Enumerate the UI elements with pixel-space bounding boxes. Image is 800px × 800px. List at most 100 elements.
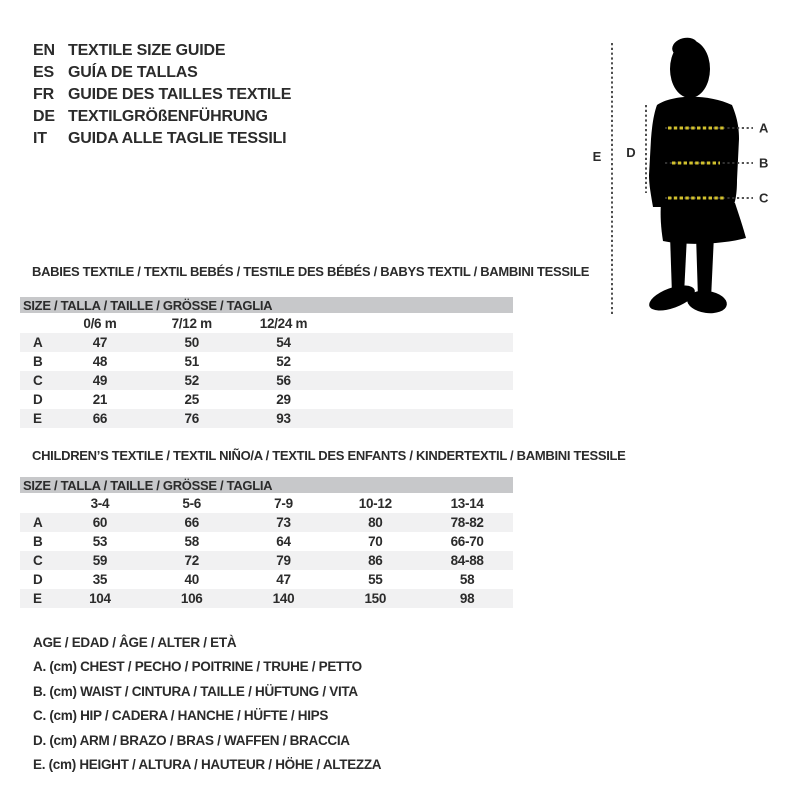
children-value-cell: 78-82 <box>450 515 484 530</box>
child-silhouette-icon <box>649 37 746 314</box>
babies-column-header-row: 0/6 m 7/12 m 12/24 m <box>20 313 513 333</box>
language-code: DE <box>33 108 55 125</box>
babies-value-cell: 21 <box>92 392 108 407</box>
babies-size-table: SIZE / TALLA / TAILLE / GRÖSSE / TAGLIA 0… <box>20 297 513 428</box>
children-table-row: E 104 106 140 150 98 <box>20 589 513 608</box>
children-row-label: E <box>33 591 42 606</box>
babies-table-title: BABIES TEXTILE / TEXTIL BEBÉS / TESTILE … <box>32 264 590 279</box>
babies-row-label: B <box>33 354 43 369</box>
legend-line: D. (cm) ARM / BRAZO / BRAS / WAFFEN / BR… <box>33 732 350 748</box>
language-label: GUÍA DE TALLAS <box>68 64 198 81</box>
measure-label-c: C <box>759 191 769 206</box>
children-value-cell: 35 <box>92 572 108 587</box>
babies-row-label: D <box>33 392 43 407</box>
babies-value-cell: 25 <box>184 392 199 407</box>
babies-value-cell: 50 <box>184 335 199 350</box>
language-code: ES <box>33 64 54 81</box>
language-row: FR GUIDE DES TAILLES TEXTILE <box>33 84 291 106</box>
legend-line: B. (cm) WAIST / CINTURA / TAILLE / HÜFTU… <box>33 683 358 699</box>
children-value-cell: 66 <box>184 515 199 530</box>
babies-value-cell: 93 <box>276 411 291 426</box>
language-label: GUIDA ALLE TAGLIE TESSILI <box>68 130 287 147</box>
babies-row-label: E <box>33 411 42 426</box>
children-value-cell: 98 <box>459 591 475 606</box>
babies-column-header: 7/12 m <box>171 315 213 331</box>
babies-table-row: B 48 51 52 <box>20 352 513 371</box>
language-row: ES GUÍA DE TALLAS <box>33 62 291 84</box>
children-value-cell: 73 <box>276 515 291 530</box>
language-code: FR <box>33 86 54 103</box>
children-value-cell: 150 <box>364 591 387 606</box>
legend-line: C. (cm) HIP / CADERA / HANCHE / HÜFTE / … <box>33 708 329 724</box>
children-value-cell: 70 <box>368 534 383 549</box>
babies-table-row: C 49 52 56 <box>20 371 513 390</box>
children-value-cell: 60 <box>92 515 108 530</box>
babies-value-cell: 47 <box>92 335 108 350</box>
babies-value-cell: 66 <box>92 411 108 426</box>
language-row: IT GUIDA ALLE TAGLIE TESSILI <box>33 128 291 150</box>
language-row: EN TEXTILE SIZE GUIDE <box>33 40 291 62</box>
babies-value-cell: 52 <box>276 354 291 369</box>
children-value-cell: 66-70 <box>450 534 484 549</box>
children-value-cell: 64 <box>276 534 291 549</box>
language-label: TEXTILE SIZE GUIDE <box>68 42 226 59</box>
children-value-cell: 47 <box>276 572 291 587</box>
babies-size-header-bar: SIZE / TALLA / TAILLE / GRÖSSE / TAGLIA <box>20 297 513 313</box>
children-table-row: B 53 58 64 70 66-70 <box>20 532 513 551</box>
language-code: EN <box>33 42 55 59</box>
legend-line: E. (cm) HEIGHT / ALTURA / HAUTEUR / HÖHE… <box>33 757 382 773</box>
children-row-label: B <box>33 534 43 549</box>
babies-value-cell: 54 <box>276 335 291 350</box>
children-size-header-bar: SIZE / TALLA / TAILLE / GRÖSSE / TAGLIA <box>20 477 513 493</box>
children-table-row: A 60 66 73 80 78-82 <box>20 513 513 532</box>
children-column-header: 13-14 <box>450 495 484 511</box>
children-value-cell: 55 <box>368 572 383 587</box>
children-row-label: D <box>33 572 43 587</box>
measure-label-a: A <box>759 121 769 136</box>
language-label: TEXTILGRÖßENFÜHRUNG <box>68 108 268 125</box>
children-column-header-row: 3-4 5-6 7-9 10-12 13-14 <box>20 493 513 513</box>
babies-row-label: A <box>33 335 43 350</box>
children-column-header: 3-4 <box>90 495 110 511</box>
children-value-cell: 59 <box>92 553 108 568</box>
babies-column-header: 12/24 m <box>259 315 308 331</box>
measure-label-b: B <box>759 156 768 171</box>
children-value-cell: 86 <box>368 553 383 568</box>
children-table-title: CHILDREN’S TEXTILE / TEXTIL NIÑO/A / TEX… <box>32 448 626 463</box>
language-label: GUIDE DES TAILLES TEXTILE <box>68 86 292 103</box>
measure-label-d: D <box>626 145 635 160</box>
children-table-row: D 35 40 47 55 58 <box>20 570 513 589</box>
measurement-legend: AGE / EDAD / ÂGE / ALTER / ETÀ A. (cm) CH… <box>33 630 382 777</box>
babies-value-cell: 52 <box>184 373 199 388</box>
babies-value-cell: 76 <box>184 411 199 426</box>
children-row-label: A <box>33 515 43 530</box>
babies-table-row: D 21 25 29 <box>20 390 513 409</box>
children-value-cell: 40 <box>184 572 199 587</box>
children-value-cell: 58 <box>459 572 475 587</box>
children-size-table: SIZE / TALLA / TAILLE / GRÖSSE / TAGLIA 3… <box>20 477 513 608</box>
children-value-cell: 79 <box>276 553 291 568</box>
children-row-label: C <box>33 553 43 568</box>
children-value-cell: 104 <box>89 591 111 606</box>
babies-value-cell: 56 <box>276 373 291 388</box>
children-column-header: 7-9 <box>274 495 293 511</box>
babies-row-label: C <box>33 373 43 388</box>
legend-line: AGE / EDAD / ÂGE / ALTER / ETÀ <box>33 634 237 650</box>
size-measure-diagram: E D A B C <box>593 37 769 315</box>
language-title-list: EN TEXTILE SIZE GUIDE ES GUÍA DE TALLAS FR GU… <box>33 40 291 150</box>
babies-column-header: 0/6 m <box>83 315 117 331</box>
children-value-cell: 58 <box>184 534 199 549</box>
babies-value-cell: 48 <box>92 354 108 369</box>
language-row: DE TEXTILGRÖßENFÜHRUNG <box>33 106 291 128</box>
language-code: IT <box>33 130 47 147</box>
babies-value-cell: 49 <box>92 373 108 388</box>
babies-table-row: E 66 76 93 <box>20 409 513 428</box>
children-value-cell: 72 <box>184 553 199 568</box>
children-value-cell: 106 <box>180 591 203 606</box>
children-table-row: C 59 72 79 86 84-88 <box>20 551 513 570</box>
children-value-cell: 80 <box>368 515 383 530</box>
children-value-cell: 140 <box>272 591 295 606</box>
legend-line: A. (cm) CHEST / PECHO / POITRINE / TRUHE… <box>33 659 362 675</box>
babies-value-cell: 29 <box>276 392 291 407</box>
